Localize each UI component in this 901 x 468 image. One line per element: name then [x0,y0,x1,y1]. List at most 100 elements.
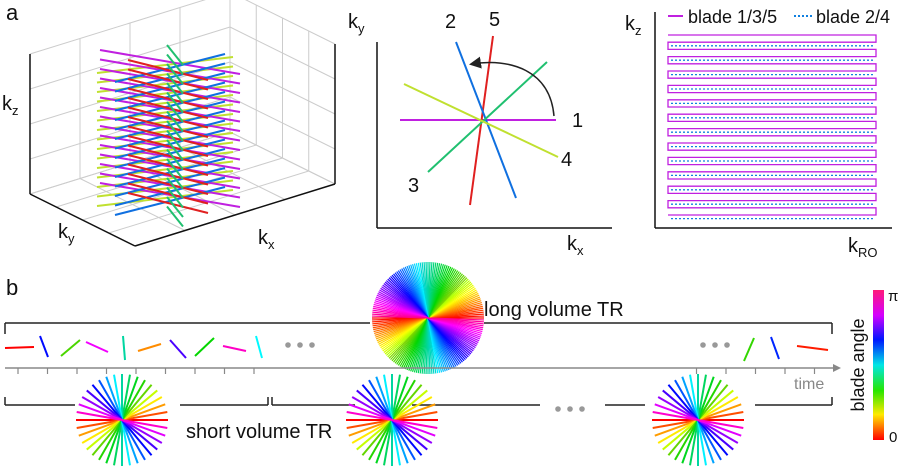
legend-label: blade 2/4 [816,7,890,27]
blade [194,337,215,357]
blade [796,345,829,351]
blade [85,341,109,353]
blade [652,411,744,429]
k-space-line [166,158,184,180]
blade [743,337,755,362]
k-space-line [127,97,209,119]
k-space-line [166,129,184,152]
k-space-line [127,192,209,214]
ellipsis-dot [579,406,585,412]
k-space-line [127,144,209,167]
k-space-line [127,87,209,110]
blade-number: 4 [561,149,572,171]
k-space-line [166,91,184,114]
grid-line [245,0,336,45]
blade [137,343,162,352]
ellipsis-dot [285,342,291,348]
grid-line [229,131,336,185]
k-space-line [166,101,184,123]
blade [169,339,187,359]
k-space-line [99,49,241,75]
axis-label: kRO [848,235,878,260]
colorbar [873,290,884,440]
k-space-line [166,63,184,85]
k-space-line [127,173,209,195]
box-edge [134,183,336,247]
grid-line [229,26,336,80]
blade-number: 5 [489,9,500,31]
axis-label: ky [58,221,75,246]
ellipsis-dot [724,342,730,348]
k-space-line [166,82,184,104]
grid-line [29,0,206,55]
panel-label: b [6,275,18,300]
k-space-line [166,196,184,218]
k-space-line [166,53,184,76]
annotation: long volume TR [484,299,624,321]
blade [122,335,126,361]
trajectory [667,34,877,216]
k-space-line [96,56,234,74]
k-space-line [166,110,184,133]
panel-label: a [6,0,19,25]
k-space-line [127,59,209,81]
drawing [4,0,892,466]
blade [403,83,559,158]
k-space-line [166,205,184,228]
k-space-line [166,177,184,199]
blade [346,411,438,429]
axis-label: kx [567,233,584,258]
axis-label: time [794,376,824,393]
blade [4,346,35,349]
annotation: short volume TR [186,421,332,443]
k-space-line [127,163,209,186]
blade [76,411,168,429]
k-space-line [166,139,184,161]
k-space-line [127,116,209,138]
axis-label: kx [258,227,275,252]
colorbar-label: 0 [889,429,897,446]
colorbar-label: π [888,288,898,305]
blade [455,41,517,199]
blade [222,345,247,352]
k-space-line [127,68,209,91]
k-space-line [127,78,209,100]
blade [427,61,548,173]
blade-number: 2 [445,11,456,33]
k-space-line [127,135,209,157]
axis-label: kz [625,13,642,38]
ellipsis-dot [712,342,718,348]
timeline-arrow [833,364,841,372]
k-space-line [127,106,209,129]
ellipsis-dot [309,342,315,348]
ellipsis-dot [700,342,706,348]
k-space-line [127,154,209,176]
legend-label: blade 1/3/5 [688,7,777,27]
axis-label: kz [2,93,19,118]
rotation-arrow [469,56,555,117]
k-space-line [127,182,209,205]
ellipsis-dot [297,342,303,348]
box-edge [29,193,136,247]
blade [60,339,81,357]
colorbar-title: blade angle [848,318,868,411]
ellipsis-dot [567,406,573,412]
k-space-line [166,72,184,95]
blade [255,335,263,359]
blade-number: 1 [572,110,583,132]
grid-line [29,26,231,90]
k-space-line [166,167,184,190]
k-space-line [166,44,184,66]
ellipsis-dot [555,406,561,412]
grid-line [229,61,336,115]
k-space-line [166,148,184,171]
blade [372,315,484,321]
blade [39,335,49,358]
axis-label: ky [348,11,365,36]
k-space-line [166,120,184,142]
k-space-line [166,186,184,209]
blade-number: 3 [408,175,419,197]
blade [770,336,780,360]
k-space-line [127,125,209,148]
